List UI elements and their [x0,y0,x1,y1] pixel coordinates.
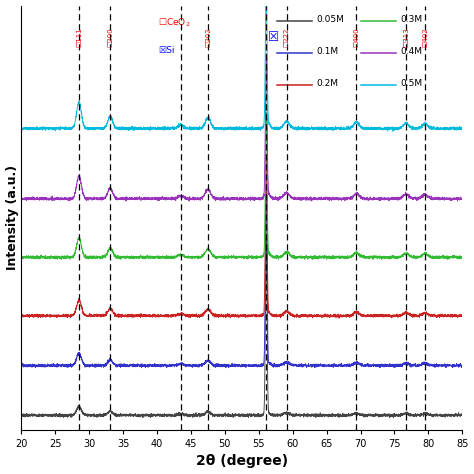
Text: ☐400: ☐400 [354,27,359,46]
Text: ☐313: ☐313 [403,27,409,46]
Text: 0.2M: 0.2M [317,79,339,88]
Y-axis label: Intensity (a.u.): Intensity (a.u.) [6,165,18,270]
Text: ☒Si: ☒Si [158,46,174,55]
Text: ☐222: ☐222 [283,27,290,46]
X-axis label: 2θ (degree): 2θ (degree) [196,455,288,468]
Text: ☒: ☒ [268,31,280,44]
Text: ☐111: ☐111 [76,27,82,46]
Text: 0.5M: 0.5M [401,79,423,88]
Text: ☐200: ☐200 [107,27,113,46]
Text: ☐402: ☐402 [422,27,428,46]
Text: 0.1M: 0.1M [317,47,339,56]
Text: ☐CeO$_2$: ☐CeO$_2$ [158,16,191,28]
Text: 0.3M: 0.3M [401,15,423,24]
Text: ☐202: ☐202 [205,27,211,46]
Text: 0.05M: 0.05M [317,15,345,24]
Text: 0.4M: 0.4M [401,47,422,56]
